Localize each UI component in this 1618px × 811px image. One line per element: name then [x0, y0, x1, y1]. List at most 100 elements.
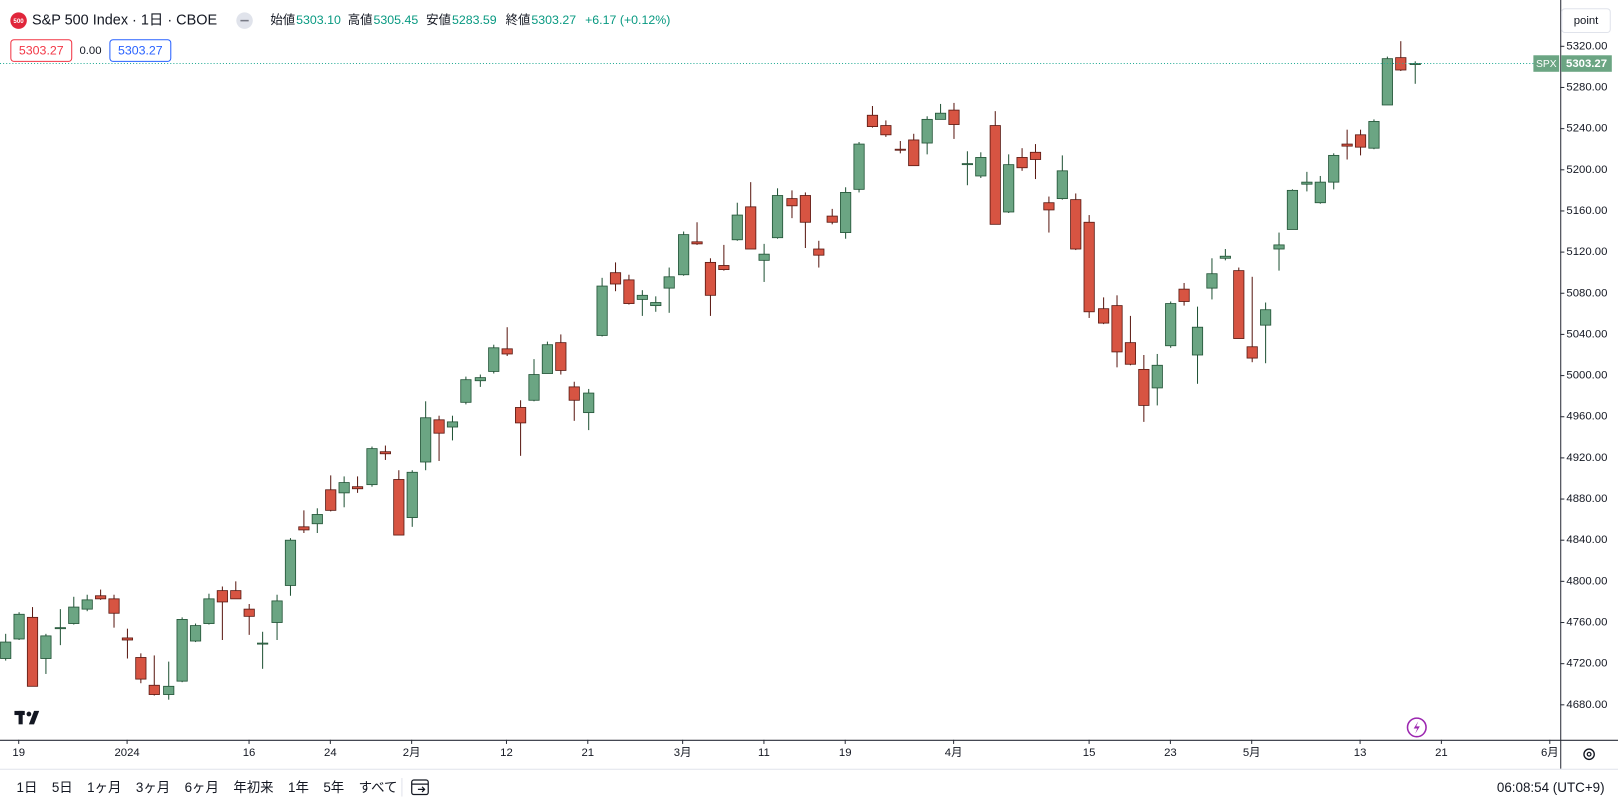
x-tick-label: 24 — [324, 747, 337, 759]
candle-body — [433, 419, 445, 434]
range-button[interactable]: 1ヶ月 — [87, 780, 121, 795]
candle-body — [298, 526, 310, 531]
candle-body — [786, 198, 798, 207]
y-tick-label: 5280.00 — [1566, 81, 1607, 93]
candle-body — [704, 261, 717, 296]
logo[interactable] — [14, 710, 40, 725]
ohlc-label: 始値 — [270, 12, 295, 27]
candle-body — [176, 619, 188, 682]
ohlc-value: 5303.10 — [296, 13, 341, 27]
candle-body — [13, 613, 25, 640]
range-button[interactable]: 5日 — [52, 780, 73, 795]
candle-body — [501, 348, 513, 355]
candle-body — [1178, 288, 1190, 302]
candle-body — [1016, 157, 1028, 169]
candle-body — [663, 276, 675, 289]
candle-body — [541, 344, 553, 374]
candle-body — [366, 448, 378, 486]
x-tick-label: 3月 — [674, 747, 692, 759]
y-tick-label: 4840.00 — [1566, 534, 1607, 546]
x-tick-label: 2月 — [403, 747, 421, 759]
candle-body — [406, 471, 418, 518]
candle-body — [1056, 170, 1068, 200]
candle-body — [230, 590, 242, 600]
candle-body — [989, 125, 1001, 225]
alert-icon[interactable] — [1406, 717, 1427, 738]
change: +6.17 (+0.12%) — [585, 13, 670, 27]
range-button[interactable]: 3ヶ月 — [136, 780, 170, 795]
x-tick-label: 13 — [1354, 747, 1367, 759]
candle-body — [718, 265, 730, 271]
candle-body — [799, 195, 811, 223]
candle-body — [583, 392, 595, 414]
ohlc-value: 5305.45 — [374, 13, 419, 27]
calendar-button[interactable] — [411, 779, 429, 796]
candle-body — [908, 139, 920, 167]
candle-body — [393, 479, 405, 536]
clock[interactable]: 06:08:54 (UTC+9) — [1497, 780, 1605, 795]
candle-body — [1273, 244, 1285, 250]
symbol-title[interactable]: S&P 500 Index · 1日 · CBOE — [32, 12, 217, 28]
candle-body — [108, 598, 120, 614]
settings-icon[interactable] — [1583, 748, 1595, 761]
candle-body — [853, 143, 865, 190]
candle-body — [975, 157, 987, 177]
candle-body — [1260, 309, 1272, 326]
candle-body — [691, 241, 703, 245]
candle-body — [1111, 305, 1123, 353]
y-tick-label: 5120.00 — [1566, 246, 1607, 258]
y-tick-label: 4960.00 — [1566, 411, 1607, 423]
y-tick-label: 5320.00 — [1566, 40, 1607, 52]
candle-body — [1083, 221, 1095, 313]
logo-part — [28, 710, 40, 725]
candle-body — [758, 253, 770, 261]
candle-body — [338, 482, 350, 494]
candle-body — [1246, 346, 1258, 359]
candle-body — [0, 641, 12, 659]
price-tag-symbol: SPX — [1536, 59, 1557, 70]
scale-button[interactable] — [1561, 8, 1611, 34]
range-toolbar: 1日 5日 1ヶ月 3ヶ月 6ヶ月 年初来 1年 5年 すべて — [17, 780, 398, 795]
candle-body — [81, 599, 93, 610]
candle-body — [216, 590, 228, 603]
candle-body — [163, 685, 175, 695]
ohlc-value: 5283.59 — [452, 13, 497, 27]
y-tick-label: 5240.00 — [1566, 123, 1607, 135]
range-button[interactable]: 1日 — [17, 780, 38, 795]
candle-body — [460, 379, 472, 403]
candle-body — [1029, 151, 1042, 160]
candle-body — [840, 192, 852, 233]
candle-body — [68, 606, 80, 624]
candle-body — [921, 118, 933, 144]
range-button[interactable]: すべて — [359, 780, 398, 795]
price-box[interactable] — [109, 39, 172, 62]
range-button[interactable]: 1年 — [288, 780, 309, 795]
y-tick-label: 4760.00 — [1566, 617, 1607, 629]
range-button[interactable]: 年初来 — [233, 780, 273, 795]
spread: 0.00 — [79, 45, 101, 57]
candle-body — [1233, 270, 1245, 339]
candle-body — [1368, 121, 1380, 149]
range-button[interactable]: 5年 — [323, 780, 344, 795]
candle-body — [271, 600, 283, 623]
candle-body — [1003, 164, 1015, 213]
candle-body — [95, 595, 107, 600]
candle-body — [961, 163, 973, 166]
price-box[interactable] — [10, 39, 73, 62]
candle-body — [1191, 326, 1204, 356]
candle-body — [257, 642, 269, 645]
price-box-text: 5303.27 — [19, 43, 64, 57]
candle-body — [515, 407, 527, 424]
x-tick-label: 23 — [1164, 747, 1177, 759]
x-tick-label: 15 — [1083, 747, 1096, 759]
candle-body — [636, 294, 648, 300]
candle-body — [1124, 342, 1137, 365]
candle-body — [731, 214, 743, 241]
candle-body — [148, 684, 160, 695]
candle-body — [1314, 181, 1326, 204]
y-tick-label: 5160.00 — [1566, 205, 1607, 217]
candle-body — [555, 342, 567, 371]
range-button[interactable]: 6ヶ月 — [185, 780, 219, 795]
candle-body — [934, 112, 947, 120]
